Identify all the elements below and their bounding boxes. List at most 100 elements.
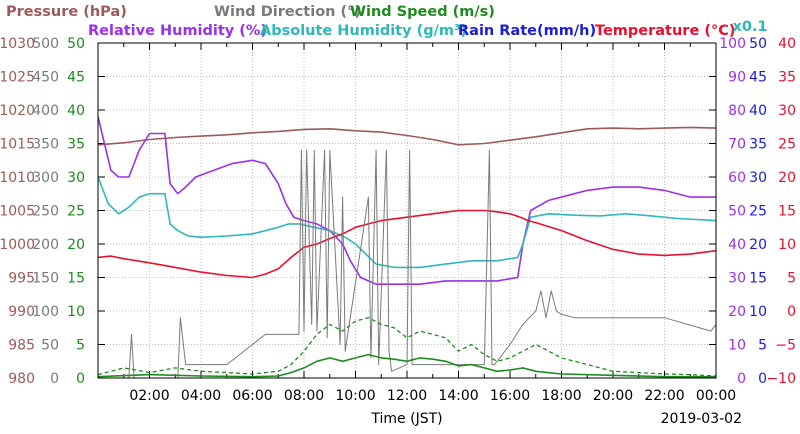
legend: Pressure (hPa) Wind Direction (°)Wind Spe…: [6, 4, 768, 39]
temperature-tick-label: 10: [778, 237, 796, 253]
temperature-tick-label: 20: [778, 170, 796, 186]
wind_direction-tick-label: 0: [50, 371, 59, 387]
wind_direction-tick-label: 150: [32, 271, 59, 287]
rain_rate-tick-label: 20: [749, 237, 767, 253]
x-tick-label: 00:00: [696, 388, 736, 404]
rain_rate-tick-label: 30: [749, 170, 767, 186]
temperature-tick-label: 30: [778, 103, 796, 119]
rain_rate-tick-label: 45: [749, 70, 767, 86]
scale-note: x0.1: [732, 19, 767, 35]
relative_humidity-tick-label: 20: [728, 304, 746, 320]
legend-rain-rate: Rain Rate(mm/h): [458, 23, 596, 39]
wind_direction-tick-label: 350: [32, 137, 59, 153]
legend-pressure: Pressure (hPa): [6, 4, 127, 20]
pressure-tick-label: 985: [8, 338, 35, 354]
relative_humidity-tick-label: 30: [728, 271, 746, 287]
wind_speed-tick-label: 25: [67, 204, 85, 220]
wind_speed-tick-label: 50: [67, 36, 85, 52]
x-tick-label: 20:00: [593, 388, 633, 404]
wind_speed-tick-label: 40: [67, 103, 85, 119]
pressure-tick-label: 1025: [0, 70, 35, 86]
temperature-tick-label: 40: [778, 36, 796, 52]
x-tick-label: 08:00: [284, 388, 324, 404]
pressure-tick-label: 995: [8, 271, 35, 287]
plot-area: [97, 116, 717, 379]
x-tick-label: 12:00: [387, 388, 427, 404]
relative_humidity-tick-label: 70: [728, 137, 746, 153]
relative_humidity-tick-label: 100: [719, 36, 746, 52]
rain_rate-tick-label: 5: [758, 338, 767, 354]
legend-relative-humidity: Relative Humidity (%): [88, 23, 267, 39]
pressure-tick-label: 1015: [0, 137, 35, 153]
plot-frame: [97, 42, 717, 379]
temperature-tick-label: 5: [787, 271, 796, 287]
temperature-tick-label: 25: [778, 137, 796, 153]
wind_direction-tick-label: 50: [41, 338, 59, 354]
legend-temperature: Temperature (°C): [595, 23, 736, 39]
relative_humidity-tick-label: 0: [737, 371, 746, 387]
series-absolute-humidity: [97, 176, 717, 269]
relative_humidity-tick-label: 40: [728, 237, 746, 253]
wind_speed-tick-label: 0: [76, 371, 85, 387]
temperature-tick-label: −10: [766, 371, 796, 387]
date-label: 2019-03-02: [661, 411, 742, 427]
wind_direction-tick-label: 450: [32, 70, 59, 86]
x-tick-label: 02:00: [129, 388, 169, 404]
pressure-tick-label: 990: [8, 304, 35, 320]
relative_humidity-tick-label: 60: [728, 170, 746, 186]
pressure-tick-label: 1000: [0, 237, 35, 253]
pressure-tick-label: 1030: [0, 36, 35, 52]
rain_rate-tick-label: 15: [749, 271, 767, 287]
x-tick-label: 10:00: [335, 388, 375, 404]
pressure-tick-label: 1020: [0, 103, 35, 119]
wind_speed-tick-label: 15: [67, 271, 85, 287]
rain_rate-tick-label: 0: [758, 371, 767, 387]
pressure-tick-label: 980: [8, 371, 35, 387]
series-temperature: [97, 209, 717, 279]
wind_direction-tick-label: 250: [32, 204, 59, 220]
x-tick-label: 06:00: [232, 388, 272, 404]
x-tick-label: 22:00: [644, 388, 684, 404]
wind_speed-tick-label: 5: [76, 338, 85, 354]
wind_speed-tick-label: 10: [67, 304, 85, 320]
pressure-tick-label: 1005: [0, 204, 35, 220]
wind_direction-tick-label: 200: [32, 237, 59, 253]
left-axes: 9809859909951000100510101015102010251030…: [0, 36, 105, 387]
x-tick-label: 18:00: [541, 388, 581, 404]
wind_speed-tick-label: 30: [67, 170, 85, 186]
wind_speed-tick-label: 35: [67, 137, 85, 153]
series-wind-speed: [97, 353, 716, 378]
right-axes: 0102030405060708090100051015202530354045…: [709, 36, 796, 387]
relative_humidity-tick-label: 10: [728, 338, 746, 354]
relative_humidity-tick-label: 50: [728, 204, 746, 220]
x-axis-title: Time (JST): [370, 411, 442, 427]
x-axis: 02:00 04:00 06:00 08:00 10:00 12:00 14:00 16:00…: [123, 43, 736, 404]
series-wind-direction: [98, 149, 717, 379]
temperature-tick-label: 35: [778, 70, 796, 86]
wind_direction-tick-label: 500: [32, 36, 59, 52]
wind_direction-tick-label: 100: [32, 304, 59, 320]
rain_rate-tick-label: 25: [749, 204, 767, 220]
x-tick-label: 04:00: [181, 388, 221, 404]
legend-absolute-humidity: Absolute Humidity (g/m³): [260, 23, 467, 39]
temperature-tick-label: 0: [787, 304, 796, 320]
wind_direction-tick-label: 300: [32, 170, 59, 186]
rain_rate-tick-label: 35: [749, 137, 767, 153]
relative_humidity-tick-label: 90: [728, 70, 746, 86]
rain_rate-tick-label: 40: [749, 103, 767, 119]
rain_rate-tick-label: 50: [749, 36, 767, 52]
x-tick-label: 16:00: [490, 388, 530, 404]
legend-wind-direction: Wind Direction (°): [214, 4, 361, 20]
rain_rate-tick-label: 10: [749, 304, 767, 320]
wind_speed-tick-label: 45: [67, 70, 85, 86]
series-pressure: [97, 126, 717, 146]
temperature-tick-label: 15: [778, 204, 796, 220]
wind_speed-tick-label: 20: [67, 237, 85, 253]
legend-wind-speed: Wind Speed (m/s): [350, 4, 495, 20]
relative_humidity-tick-label: 80: [728, 103, 746, 119]
wind_direction-tick-label: 400: [32, 103, 59, 119]
x-tick-label: 14:00: [438, 388, 478, 404]
temperature-tick-label: −5: [775, 338, 796, 354]
pressure-tick-label: 1010: [0, 170, 35, 186]
